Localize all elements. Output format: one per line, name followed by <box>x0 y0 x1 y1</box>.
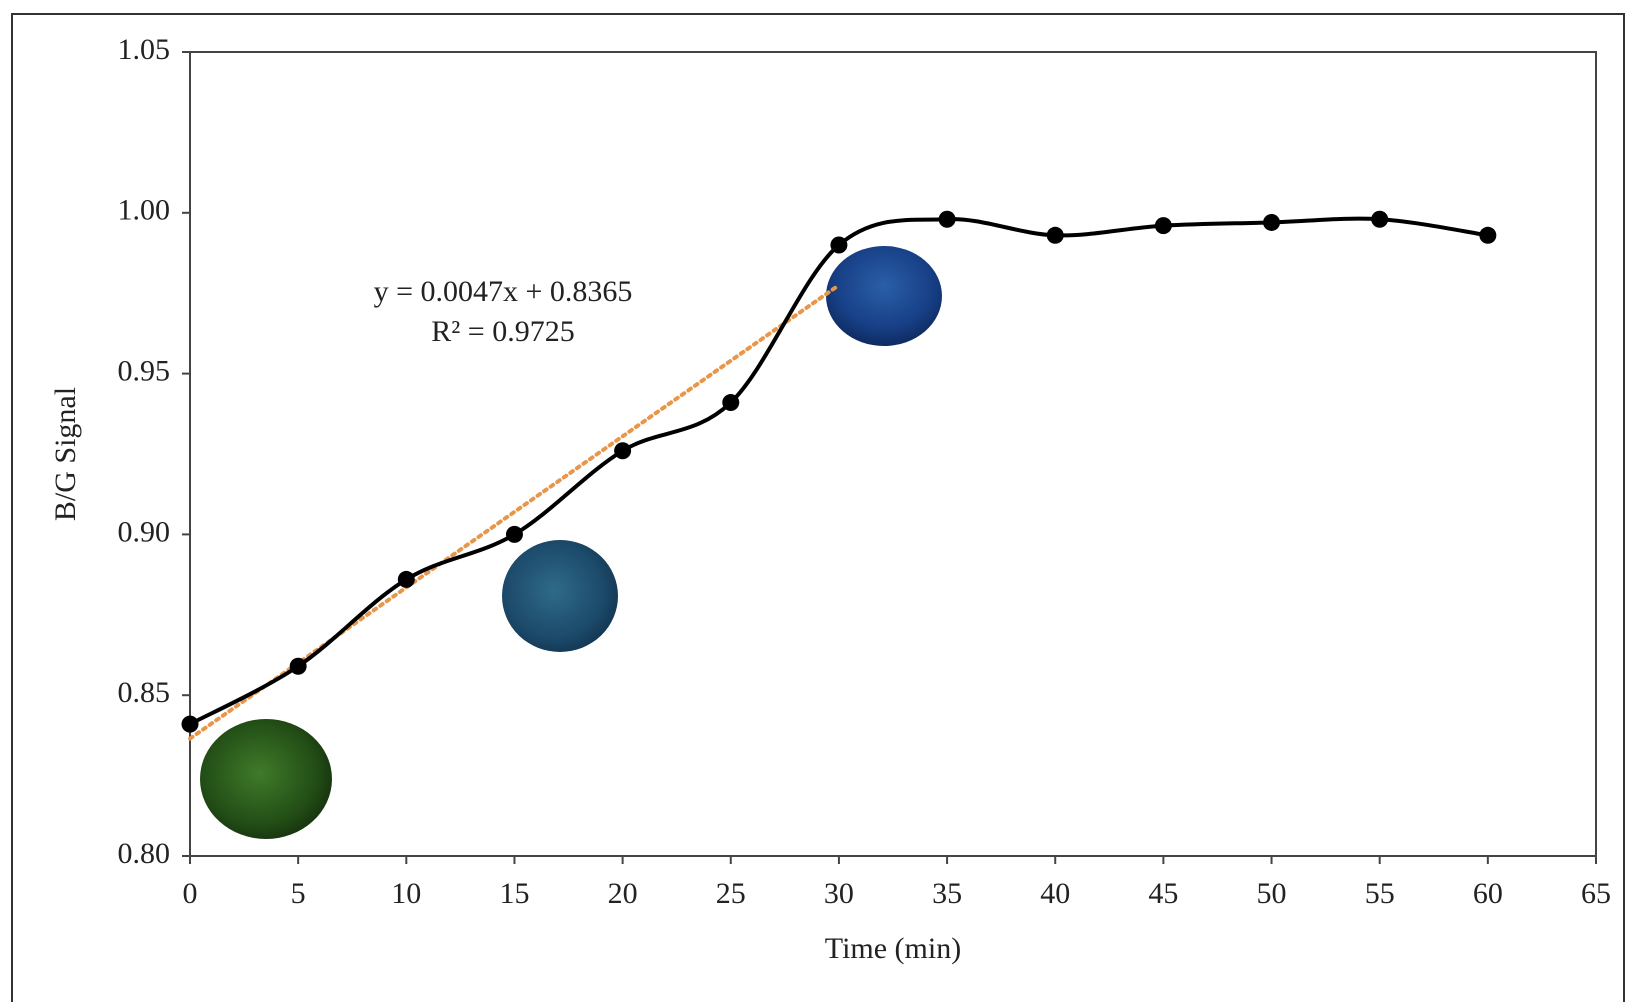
x-tick-label: 5 <box>291 877 306 910</box>
x-tick-label: 20 <box>608 877 638 910</box>
y-axis-title: B/G Signal <box>49 387 82 521</box>
x-tick-label: 45 <box>1148 877 1178 910</box>
point <box>1479 226 1497 244</box>
x-axis-title: Time (min) <box>825 932 961 965</box>
x-tick-label: 35 <box>932 877 962 910</box>
point <box>614 442 632 460</box>
point <box>830 236 848 254</box>
point <box>181 715 199 733</box>
y-tick-label: 0.80 <box>118 837 171 870</box>
point <box>1371 210 1389 228</box>
y-tick-label: 0.95 <box>118 354 171 387</box>
y-tick-label: 1.00 <box>118 194 171 227</box>
sample-photo <box>502 540 618 652</box>
y-tick-label: 0.85 <box>118 676 171 709</box>
sample-photo <box>826 246 942 346</box>
point <box>505 525 523 543</box>
x-tick-label: 15 <box>499 877 529 910</box>
y-tick-label: 1.05 <box>118 33 171 66</box>
sample-photo <box>200 719 332 839</box>
x-tick-label: 55 <box>1365 877 1395 910</box>
point <box>289 657 307 675</box>
equation: y = 0.0047x + 0.8365 <box>374 275 633 308</box>
x-tick-label: 10 <box>391 877 421 910</box>
frame <box>11 13 1625 1002</box>
y-tick-label: 0.90 <box>118 515 171 548</box>
plot-area <box>189 51 1597 857</box>
point <box>938 210 956 228</box>
x-tick-label: 30 <box>824 877 854 910</box>
point <box>1046 226 1064 244</box>
point <box>397 570 415 588</box>
x-tick-label: 40 <box>1040 877 1070 910</box>
r-squared: R² = 0.9725 <box>431 315 574 348</box>
x-tick-label: 0 <box>183 877 198 910</box>
x-tick-label: 50 <box>1257 877 1287 910</box>
x-tick-label: 25 <box>716 877 746 910</box>
point <box>1263 213 1281 231</box>
x-tick-label: 60 <box>1473 877 1503 910</box>
x-tick-label: 65 <box>1581 877 1611 910</box>
point <box>1154 217 1172 235</box>
trendline <box>188 283 841 741</box>
point <box>722 394 740 412</box>
